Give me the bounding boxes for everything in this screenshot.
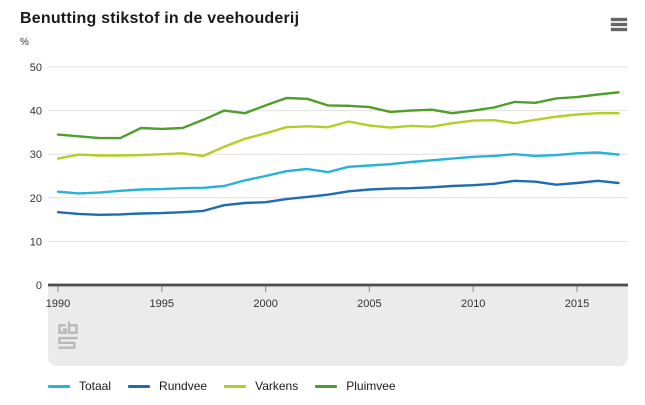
legend-item-totaal[interactable]: Totaal bbox=[48, 379, 111, 393]
x-tick-label: 1995 bbox=[150, 298, 174, 310]
cbs-logo bbox=[58, 321, 78, 349]
y-tick-label: 40 bbox=[30, 106, 42, 118]
y-tick-label: 50 bbox=[30, 62, 42, 74]
x-tick-label: 2010 bbox=[461, 298, 485, 310]
series-line-totaal bbox=[56, 151, 620, 195]
legend-item-varkens[interactable]: Varkens bbox=[224, 379, 298, 393]
y-tick-label: 0 bbox=[36, 280, 42, 292]
y-axis-unit-label: % bbox=[20, 37, 29, 48]
legend-swatch-icon bbox=[315, 384, 338, 388]
series-line-rundvee bbox=[56, 179, 620, 217]
legend-label: Varkens bbox=[255, 379, 299, 393]
x-tick-label: 2000 bbox=[253, 298, 277, 310]
legend-item-rundvee[interactable]: Rundvee bbox=[128, 379, 207, 393]
legend-label: Totaal bbox=[79, 379, 112, 393]
y-tick-label: 10 bbox=[30, 236, 42, 248]
series-line-pluimvee bbox=[56, 91, 620, 140]
x-tick-label: 1990 bbox=[46, 298, 70, 310]
y-tick-label: 20 bbox=[30, 193, 42, 205]
series-line-varkens bbox=[56, 111, 620, 160]
axis-panel bbox=[48, 285, 628, 366]
legend-swatch-icon bbox=[48, 384, 70, 388]
x-tick-label: 2005 bbox=[357, 298, 381, 310]
legend-label: Pluimvee bbox=[346, 379, 396, 393]
legend-swatch-icon bbox=[128, 384, 151, 388]
legend-item-pluimvee[interactable]: Pluimvee bbox=[315, 379, 396, 393]
hamburger-icon bbox=[611, 18, 627, 31]
legend-label: Rundvee bbox=[159, 379, 208, 393]
legend: Totaal Rundvee Varkens Pluimvee bbox=[48, 379, 396, 393]
chart-canvas: 0 10 20 30 40 50 1990 1995 2000 2005 2010 2015 bbox=[30, 62, 628, 366]
chart-title: Benutting stikstof in de veehouderij bbox=[20, 10, 300, 27]
x-axis-line bbox=[48, 283, 628, 287]
context-menu-button[interactable] bbox=[611, 18, 627, 32]
legend-swatch-icon bbox=[224, 384, 247, 388]
y-tick-label: 30 bbox=[30, 149, 42, 161]
x-tick-label: 2015 bbox=[565, 298, 589, 310]
